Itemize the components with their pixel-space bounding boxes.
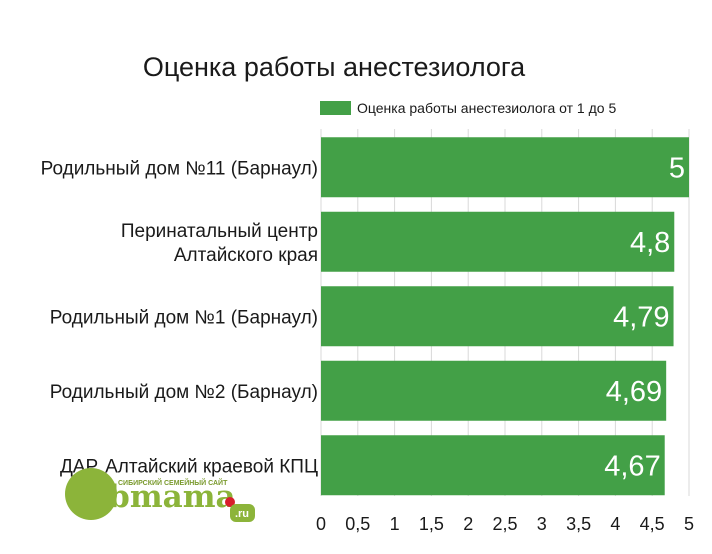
- logo-dot: [225, 497, 235, 507]
- legend-swatch: [320, 101, 351, 115]
- logo-circle: [65, 468, 117, 520]
- bar: [321, 435, 665, 496]
- x-tick-label: 5: [684, 514, 694, 534]
- x-tick-label: 2: [463, 514, 473, 534]
- x-axis-tick-labels: 0 0,5 1 1,5 2 2,5 3 3,5 4 4,5 5: [316, 514, 694, 534]
- category-label: Перинатальный центр Алтайского края: [121, 221, 318, 266]
- x-tick-label: 0: [316, 514, 326, 534]
- category-label: ДАР, Алтайский краевой КПЦ: [60, 456, 318, 477]
- bar: [321, 211, 675, 272]
- bars: [321, 137, 689, 496]
- x-tick-label: 1: [390, 514, 400, 534]
- logo-ru-badge: [230, 504, 255, 522]
- x-tick-label: 3,5: [566, 514, 591, 534]
- category-labels: Родильный дом №11 (Барнаул) Перинатальный…: [41, 158, 318, 477]
- category-label: Родильный дом №2 (Барнаул): [50, 382, 318, 403]
- data-label: 5: [669, 152, 685, 184]
- x-tick-label: 4: [610, 514, 620, 534]
- legend-label: Оценка работы анестезиолога от 1 до 5: [357, 100, 616, 116]
- x-tick-label: 3: [537, 514, 547, 534]
- legend: Оценка работы анестезиолога от 1 до 5: [320, 100, 616, 116]
- logo-tagline: СИБИРСКИЙ СЕМЕЙНЫЙ САЙТ: [118, 478, 228, 487]
- sibmama-logo: СИБИРСКИЙ СЕМЕЙНЫЙ САЙТ Sibmama .ru: [65, 468, 255, 522]
- category-label: Родильный дом №11 (Барнаул): [41, 158, 318, 179]
- x-tick-label: 4,5: [640, 514, 665, 534]
- data-label: 4,79: [613, 301, 669, 333]
- data-labels: 5 4,8 4,79 4,69 4,67: [604, 152, 685, 482]
- bar: [321, 286, 674, 347]
- logo-wordmark: Sibmama: [74, 479, 236, 515]
- bar: [321, 137, 689, 198]
- category-label: Родильный дом №1 (Барнаул): [50, 307, 318, 328]
- bar: [321, 360, 667, 421]
- data-label: 4,69: [606, 376, 662, 408]
- x-tick-label: 2,5: [492, 514, 517, 534]
- data-label: 4,67: [604, 450, 660, 482]
- data-label: 4,8: [630, 227, 670, 259]
- chart-title: Оценка работы анестезиолога: [143, 52, 526, 82]
- logo-ru: .ru: [235, 508, 249, 520]
- x-tick-label: 1,5: [419, 514, 444, 534]
- x-tick-label: 0,5: [345, 514, 370, 534]
